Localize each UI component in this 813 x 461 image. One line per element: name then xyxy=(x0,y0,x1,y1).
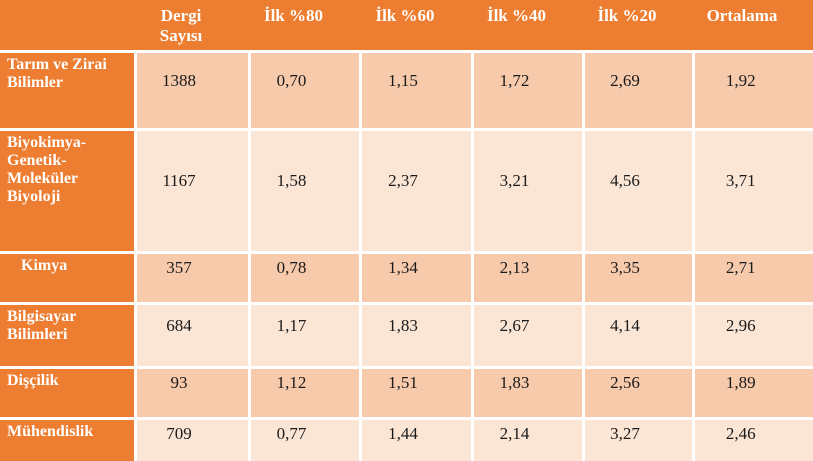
row-label-kimya: Kimya xyxy=(0,251,137,305)
row-label-bilgisayar: Bilgisayar Bilimleri xyxy=(0,302,137,369)
value-cell: 1,15 xyxy=(358,50,474,131)
value-cell: 3,71 xyxy=(691,128,813,254)
column-header-ilk-40: İlk %40 xyxy=(472,0,583,53)
row-label-muhendislik: Mühendislik xyxy=(0,417,137,461)
value-cell: 2,37 xyxy=(358,128,474,254)
value-cell: 3,27 xyxy=(581,417,695,461)
row-label-discilik: Dişçilik xyxy=(0,366,137,420)
value-cell: 1,12 xyxy=(247,366,362,420)
corner-header-cell xyxy=(0,0,135,53)
table-header-row: Dergi Sayısı İlk %80 İlk %60 İlk %40 İlk… xyxy=(0,0,813,53)
value-cell: 1,83 xyxy=(358,302,474,369)
value-cell: 2,71 xyxy=(691,251,813,305)
row-label-tarim: Tarım ve Zirai Bilimler xyxy=(0,50,137,131)
value-cell: 2,13 xyxy=(470,251,585,305)
value-cell: 1,92 xyxy=(691,50,813,131)
value-cell: 1,58 xyxy=(247,128,362,254)
column-header-ilk-20: İlk %20 xyxy=(583,0,693,53)
value-cell: 1,51 xyxy=(358,366,474,420)
value-cell: 2,67 xyxy=(470,302,585,369)
column-header-ilk-60: İlk %60 xyxy=(360,0,472,53)
value-cell: 709 xyxy=(133,417,251,461)
value-cell: 0,78 xyxy=(247,251,362,305)
table-row: Kimya 357 0,78 1,34 2,13 3,35 2,71 xyxy=(0,251,813,305)
value-cell: 1,72 xyxy=(470,50,585,131)
value-cell: 1388 xyxy=(133,50,251,131)
value-cell: 1,89 xyxy=(691,366,813,420)
value-cell: 1,17 xyxy=(247,302,362,369)
value-cell: 1,34 xyxy=(358,251,474,305)
value-cell: 4,56 xyxy=(581,128,695,254)
value-cell: 0,70 xyxy=(247,50,362,131)
table-row: Dişçilik 93 1,12 1,51 1,83 2,56 1,89 xyxy=(0,366,813,420)
table-row: Biyokimya-Genetik-Moleküler Biyoloji 116… xyxy=(0,128,813,254)
table-row: Bilgisayar Bilimleri 684 1,17 1,83 2,67 … xyxy=(0,302,813,369)
table-row: Tarım ve Zirai Bilimler 1388 0,70 1,15 1… xyxy=(0,50,813,131)
table-row: Mühendislik 709 0,77 1,44 2,14 3,27 2,46 xyxy=(0,417,813,461)
value-cell: 2,69 xyxy=(581,50,695,131)
value-cell: 2,96 xyxy=(691,302,813,369)
value-cell: 3,21 xyxy=(470,128,585,254)
value-cell: 0,77 xyxy=(247,417,362,461)
value-cell: 2,46 xyxy=(691,417,813,461)
value-cell: 2,56 xyxy=(581,366,695,420)
value-cell: 357 xyxy=(133,251,251,305)
value-cell: 93 xyxy=(133,366,251,420)
value-cell: 684 xyxy=(133,302,251,369)
value-cell: 1,83 xyxy=(470,366,585,420)
value-cell: 1,44 xyxy=(358,417,474,461)
column-header-ilk-80: İlk %80 xyxy=(249,0,360,53)
column-header-dergi-sayisi: Dergi Sayısı xyxy=(135,0,249,53)
value-cell: 1167 xyxy=(133,128,251,254)
value-cell: 3,35 xyxy=(581,251,695,305)
value-cell: 2,14 xyxy=(470,417,585,461)
column-header-ortalama: Ortalama xyxy=(693,0,813,53)
value-cell: 4,14 xyxy=(581,302,695,369)
row-label-biyokimya: Biyokimya-Genetik-Moleküler Biyoloji xyxy=(0,128,137,254)
